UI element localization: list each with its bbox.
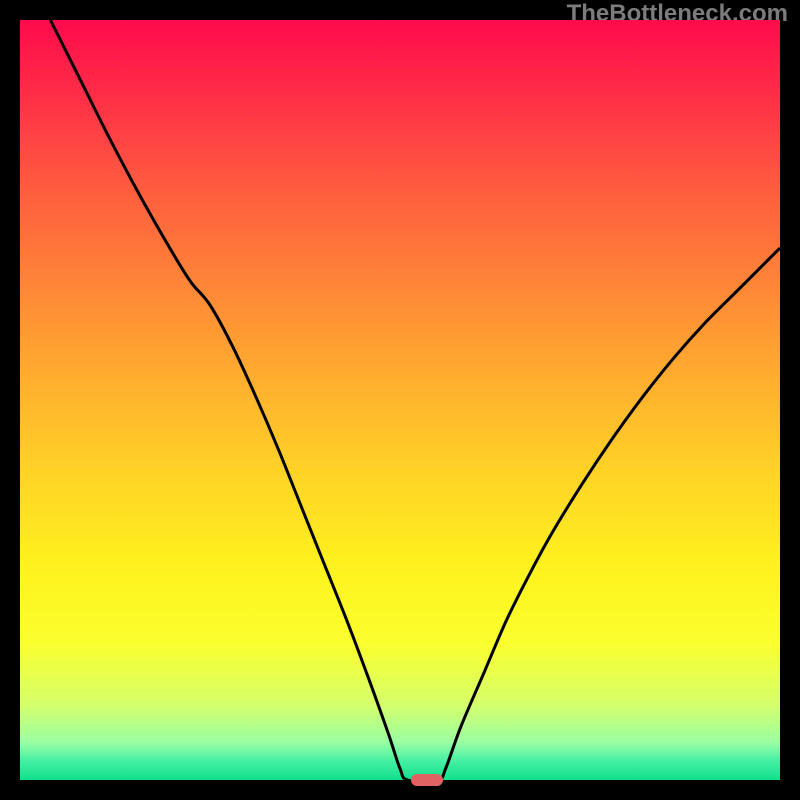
plot-area [20, 20, 780, 780]
curve-layer [20, 20, 780, 780]
chart-frame: TheBottleneck.com [0, 0, 800, 800]
bottleneck-curve [50, 20, 780, 780]
optimal-marker [411, 774, 443, 786]
